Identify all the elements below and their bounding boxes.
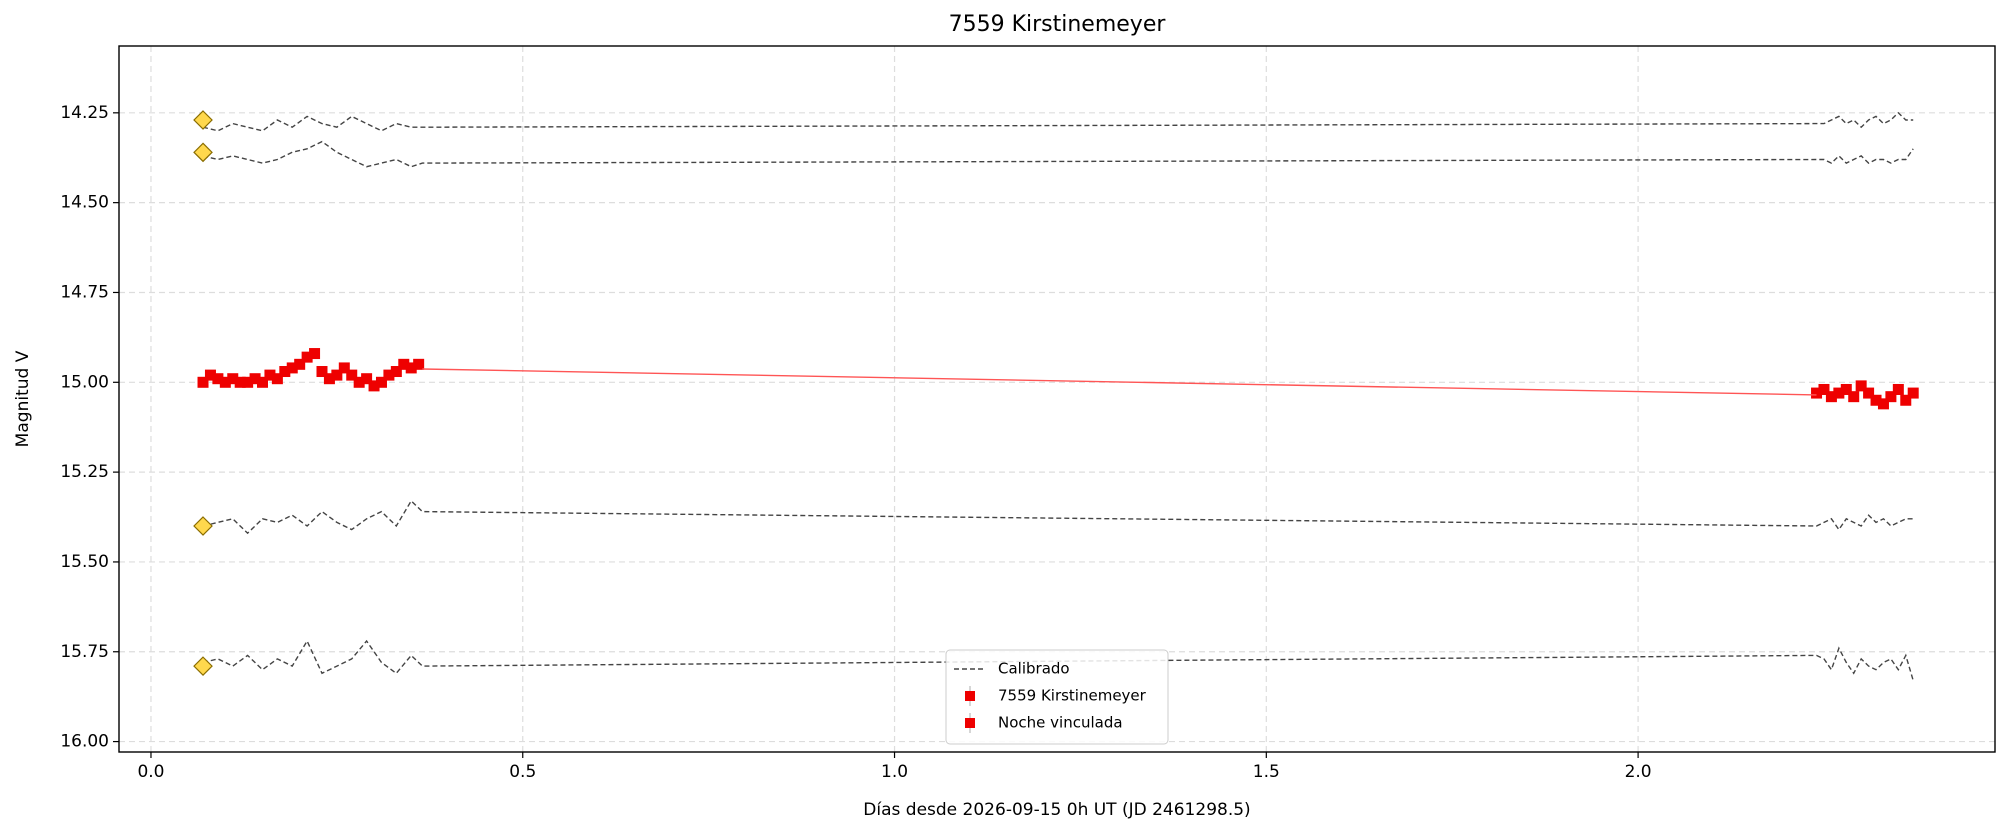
data-point — [227, 373, 239, 385]
data-point — [383, 369, 395, 381]
reference-marker — [193, 516, 213, 536]
data-point — [286, 362, 298, 374]
data-point — [1855, 380, 1867, 392]
data-point — [1840, 383, 1852, 395]
data-point — [212, 373, 224, 385]
data-point — [1863, 387, 1875, 399]
data-point — [1811, 387, 1823, 399]
legend-label: 7559 Kirstinemeyer — [998, 687, 1147, 705]
x-tick-label: 0.0 — [137, 762, 164, 782]
data-point — [1870, 394, 1882, 406]
data-point — [398, 358, 410, 370]
data-point — [271, 373, 283, 385]
comparison-line — [202, 111, 1914, 132]
data-point — [1885, 391, 1897, 403]
data-point — [1818, 383, 1830, 395]
data-point — [309, 348, 321, 360]
plot-frame — [118, 45, 1996, 753]
data-point — [1848, 391, 1860, 403]
data-point — [413, 358, 425, 370]
data-point — [242, 376, 254, 388]
reference-marker — [193, 142, 213, 163]
data-point — [338, 362, 350, 374]
reference-marker — [193, 110, 213, 130]
y-tick-label: 14.75 — [60, 282, 109, 302]
data-point — [353, 376, 365, 388]
data-point — [219, 376, 231, 388]
data-point — [257, 376, 269, 388]
data-point — [1892, 383, 1904, 395]
x-tick-label: 0.5 — [509, 762, 536, 782]
data-point — [204, 369, 216, 381]
comparison-line — [202, 499, 1914, 535]
data-point — [249, 373, 261, 385]
data-point — [1907, 387, 1919, 399]
data-point — [234, 376, 246, 388]
data-point — [323, 373, 335, 385]
data-point — [361, 373, 373, 385]
data-point — [331, 369, 343, 381]
y-tick-label: 14.25 — [60, 103, 109, 123]
y-tick-label: 14.50 — [60, 193, 109, 213]
data-point — [264, 369, 276, 381]
legend-label: Noche vinculada — [998, 714, 1123, 732]
reference-marker — [193, 656, 213, 676]
x-tick-label: 2.0 — [1625, 762, 1652, 782]
data-point — [390, 366, 402, 378]
chart-title: 7559 Kirstinemeyer — [949, 12, 1167, 37]
data-point — [1900, 394, 1912, 406]
y-axis-label: Magnitud V — [13, 350, 33, 447]
x-tick-label: 1.5 — [1253, 762, 1280, 782]
legend-label: Calibrado — [998, 660, 1070, 678]
x-axis-label: Días desde 2026-09-15 0h UT (JD 2461298.… — [863, 800, 1250, 820]
legend-box — [945, 649, 1169, 745]
data-point — [294, 358, 306, 370]
data-point — [1877, 398, 1889, 410]
y-tick-label: 15.00 — [60, 372, 109, 392]
data-point — [197, 376, 209, 388]
data-point — [368, 380, 380, 392]
y-tick-label: 15.75 — [60, 642, 109, 662]
data-point — [316, 366, 328, 378]
data-point — [279, 366, 291, 378]
comparison-line — [202, 140, 1914, 168]
data-point — [346, 369, 358, 381]
data-point — [375, 376, 387, 388]
linked-line — [422, 368, 1817, 396]
data-point — [301, 351, 313, 363]
data-point — [405, 362, 417, 374]
legend-swatch — [965, 691, 975, 701]
data-point — [1833, 387, 1845, 399]
legend-swatch — [965, 718, 975, 728]
x-tick-label: 1.0 — [881, 762, 908, 782]
y-tick-label: 15.25 — [60, 462, 109, 482]
data-point — [1825, 391, 1837, 403]
y-tick-label: 15.50 — [60, 552, 109, 572]
y-tick-label: 16.00 — [60, 732, 109, 752]
